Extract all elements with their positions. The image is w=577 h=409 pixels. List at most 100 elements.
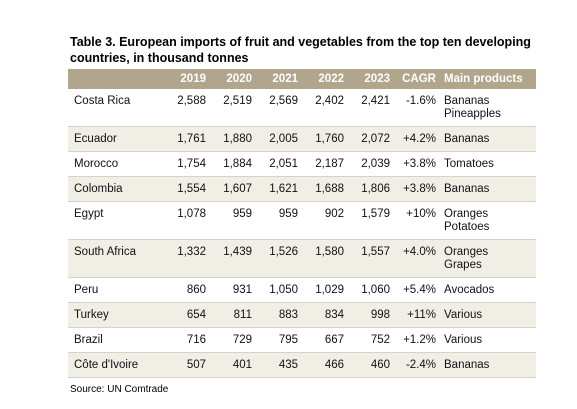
value-cell: 507: [164, 352, 210, 378]
value-cell: 466: [302, 352, 348, 378]
value-cell: 1,884: [210, 151, 256, 177]
product-name: Grapes: [444, 259, 482, 271]
value-cell: 2,005: [256, 126, 302, 152]
main-products-cell: Tomatoes: [440, 151, 536, 177]
cagr-cell: +4.2%: [394, 126, 440, 152]
product-name: Oranges: [444, 208, 489, 220]
main-products-cell: Bananas: [440, 176, 536, 202]
country-cell: Ecuador: [68, 126, 164, 152]
value-cell: 435: [256, 352, 302, 378]
value-cell: 2,519: [210, 89, 256, 127]
column-header-2020: 2020: [210, 69, 256, 89]
table-row: Ecuador 1,761 1,880 2,005 1,760 2,072 +4.2% Ban…: [68, 126, 536, 152]
column-header-country: [68, 69, 164, 89]
value-cell: 2,072: [348, 126, 394, 152]
product-name: Tomatoes: [444, 158, 494, 170]
main-products-cell: Bananas: [440, 352, 536, 378]
cagr-cell: +10%: [394, 201, 440, 240]
value-cell: 811: [210, 302, 256, 328]
value-cell: 1,688: [302, 176, 348, 202]
main-products-cell: Bananas Pineapples: [440, 89, 536, 127]
product-name: Pineapples: [444, 108, 501, 120]
value-cell: 1,060: [348, 277, 394, 303]
value-cell: 1,754: [164, 151, 210, 177]
value-cell: 1,526: [256, 239, 302, 278]
cagr-cell: -2.4%: [394, 352, 440, 378]
product-name: Bananas: [444, 95, 490, 107]
product-name: Various: [444, 309, 483, 321]
value-cell: 959: [256, 201, 302, 240]
product-name: Avocados: [444, 284, 495, 296]
cagr-cell: +4.0%: [394, 239, 440, 278]
column-header-2022: 2022: [302, 69, 348, 89]
value-cell: 1,029: [302, 277, 348, 303]
value-cell: 1,050: [256, 277, 302, 303]
value-cell: 1,621: [256, 176, 302, 202]
value-cell: 1,332: [164, 239, 210, 278]
table-row: Brazil 716 729 795 667 752 +1.2% Various: [68, 327, 536, 353]
main-products-cell: Various: [440, 327, 536, 353]
value-cell: 2,402: [302, 89, 348, 127]
country-cell: Egypt: [68, 201, 164, 240]
value-cell: 729: [210, 327, 256, 353]
column-header-cagr: CAGR: [394, 69, 440, 89]
value-cell: 654: [164, 302, 210, 328]
main-products-cell: Avocados: [440, 277, 536, 303]
table-header-row: 2019 2020 2021 2022 2023 CAGR Main produ…: [68, 69, 536, 89]
value-cell: 2,039: [348, 151, 394, 177]
cagr-cell: -1.6%: [394, 89, 440, 127]
table-row: Peru 860 931 1,050 1,029 1,060 +5.4% Avocados: [68, 277, 536, 303]
product-name: Oranges: [444, 246, 489, 258]
value-cell: 2,421: [348, 89, 394, 127]
main-products-cell: Bananas: [440, 126, 536, 152]
value-cell: 860: [164, 277, 210, 303]
country-cell: Turkey: [68, 302, 164, 328]
country-cell: Morocco: [68, 151, 164, 177]
country-cell: Brazil: [68, 327, 164, 353]
table-row: South Africa 1,332 1,439 1,526 1,580 1,557 +4.…: [68, 239, 536, 278]
value-cell: 931: [210, 277, 256, 303]
column-header-2019: 2019: [164, 69, 210, 89]
table-title: Table 3. European imports of fruit and v…: [70, 35, 531, 65]
table-row: Côte d'Ivoire 507 401 435 466 460 -2.4% Bananas: [68, 352, 536, 378]
value-cell: 1,078: [164, 201, 210, 240]
value-cell: 2,051: [256, 151, 302, 177]
value-cell: 902: [302, 201, 348, 240]
column-header-main-products: Main products: [440, 69, 536, 89]
value-cell: 1,579: [348, 201, 394, 240]
country-cell: South Africa: [68, 239, 164, 278]
table-body: Costa Rica 2,588 2,519 2,569 2,402 2,421 -1.6%…: [68, 89, 536, 378]
cagr-cell: +11%: [394, 302, 440, 328]
table-row: Costa Rica 2,588 2,519 2,569 2,402 2,421 -1.6%…: [68, 89, 536, 127]
main-products-cell: Oranges Potatoes: [440, 201, 536, 240]
value-cell: 401: [210, 352, 256, 378]
table-row: Colombia 1,554 1,607 1,621 1,688 1,806 +3.8% Ba…: [68, 176, 536, 202]
value-cell: 667: [302, 327, 348, 353]
country-cell: Colombia: [68, 176, 164, 202]
cagr-cell: +5.4%: [394, 277, 440, 303]
source-note: Source: UN Comtrade: [70, 384, 169, 395]
imports-table: 2019 2020 2021 2022 2023 CAGR Main produ…: [68, 69, 536, 378]
value-cell: 1,607: [210, 176, 256, 202]
product-name: Bananas: [444, 359, 490, 371]
main-products-cell: Oranges Grapes: [440, 239, 536, 278]
table-row: Egypt 1,078 959 959 902 1,579 +10% Oranges Potat…: [68, 201, 536, 240]
value-cell: 795: [256, 327, 302, 353]
value-cell: 1,761: [164, 126, 210, 152]
country-cell: Côte d'Ivoire: [68, 352, 164, 378]
product-name: Various: [444, 334, 483, 346]
table-row: Turkey 654 811 883 834 998 +11% Various: [68, 302, 536, 328]
value-cell: 1,580: [302, 239, 348, 278]
value-cell: 1,439: [210, 239, 256, 278]
column-header-2023: 2023: [348, 69, 394, 89]
country-cell: Peru: [68, 277, 164, 303]
country-cell: Costa Rica: [68, 89, 164, 127]
cagr-cell: +3.8%: [394, 151, 440, 177]
value-cell: 959: [210, 201, 256, 240]
value-cell: 2,569: [256, 89, 302, 127]
value-cell: 716: [164, 327, 210, 353]
value-cell: 998: [348, 302, 394, 328]
table-row: Morocco 1,754 1,884 2,051 2,187 2,039 +3.8% Tom…: [68, 151, 536, 177]
cagr-cell: +1.2%: [394, 327, 440, 353]
value-cell: 2,588: [164, 89, 210, 127]
